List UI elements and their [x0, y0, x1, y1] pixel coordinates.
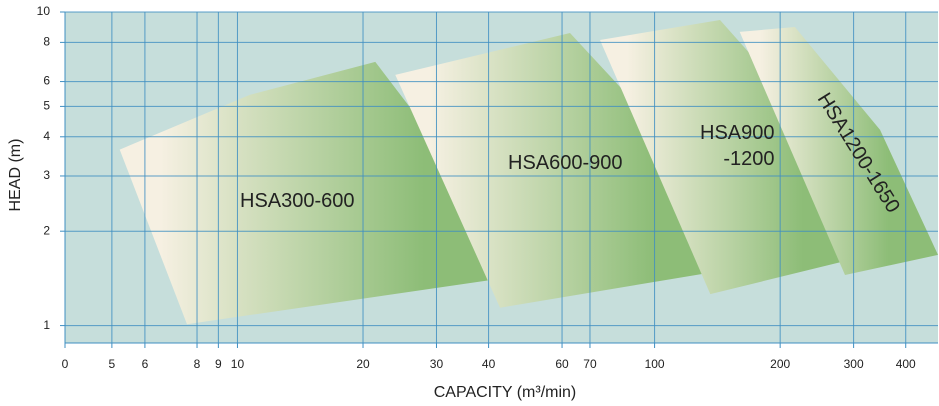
region-label: HSA600-900 — [508, 152, 623, 174]
x-tick-label: 9 — [215, 357, 222, 371]
coverage-region — [600, 20, 871, 295]
y-tick-label: 5 — [43, 99, 50, 113]
y-tick-label: 4 — [43, 129, 50, 143]
x-tick-label: 200 — [770, 357, 790, 371]
x-tick-label: 20 — [356, 357, 370, 371]
y-tick-label: 3 — [43, 168, 50, 182]
y-tick-label: 2 — [43, 223, 50, 237]
region-label: HSA300-600 — [240, 190, 355, 212]
x-tick-label: 10 — [231, 357, 245, 371]
x-tick-label: 8 — [194, 357, 201, 371]
x-tick-label: 0 — [62, 357, 69, 371]
coverage-region — [739, 27, 938, 275]
y-axis-title: HEAD (m) — [7, 139, 24, 212]
y-tick-label: 1 — [43, 318, 50, 332]
x-tick-label: 300 — [844, 357, 864, 371]
x-tick-label: 400 — [896, 357, 916, 371]
x-tick-label: 40 — [482, 357, 496, 371]
x-tick-label: 70 — [583, 357, 597, 371]
x-axis-title: CAPACITY (m³/min) — [434, 384, 577, 401]
y-tick-label: 6 — [43, 74, 50, 88]
y-tick-label: 10 — [37, 4, 51, 18]
region-label: HSA900 -1200 — [700, 122, 775, 170]
coverage-region — [395, 33, 740, 308]
x-tick-label: 6 — [142, 357, 149, 371]
x-tick-label: 5 — [109, 357, 116, 371]
x-tick-label: 60 — [555, 357, 569, 371]
x-tick-label: 100 — [645, 357, 665, 371]
y-tick-label: 8 — [43, 35, 50, 49]
x-tick-label: 30 — [430, 357, 444, 371]
